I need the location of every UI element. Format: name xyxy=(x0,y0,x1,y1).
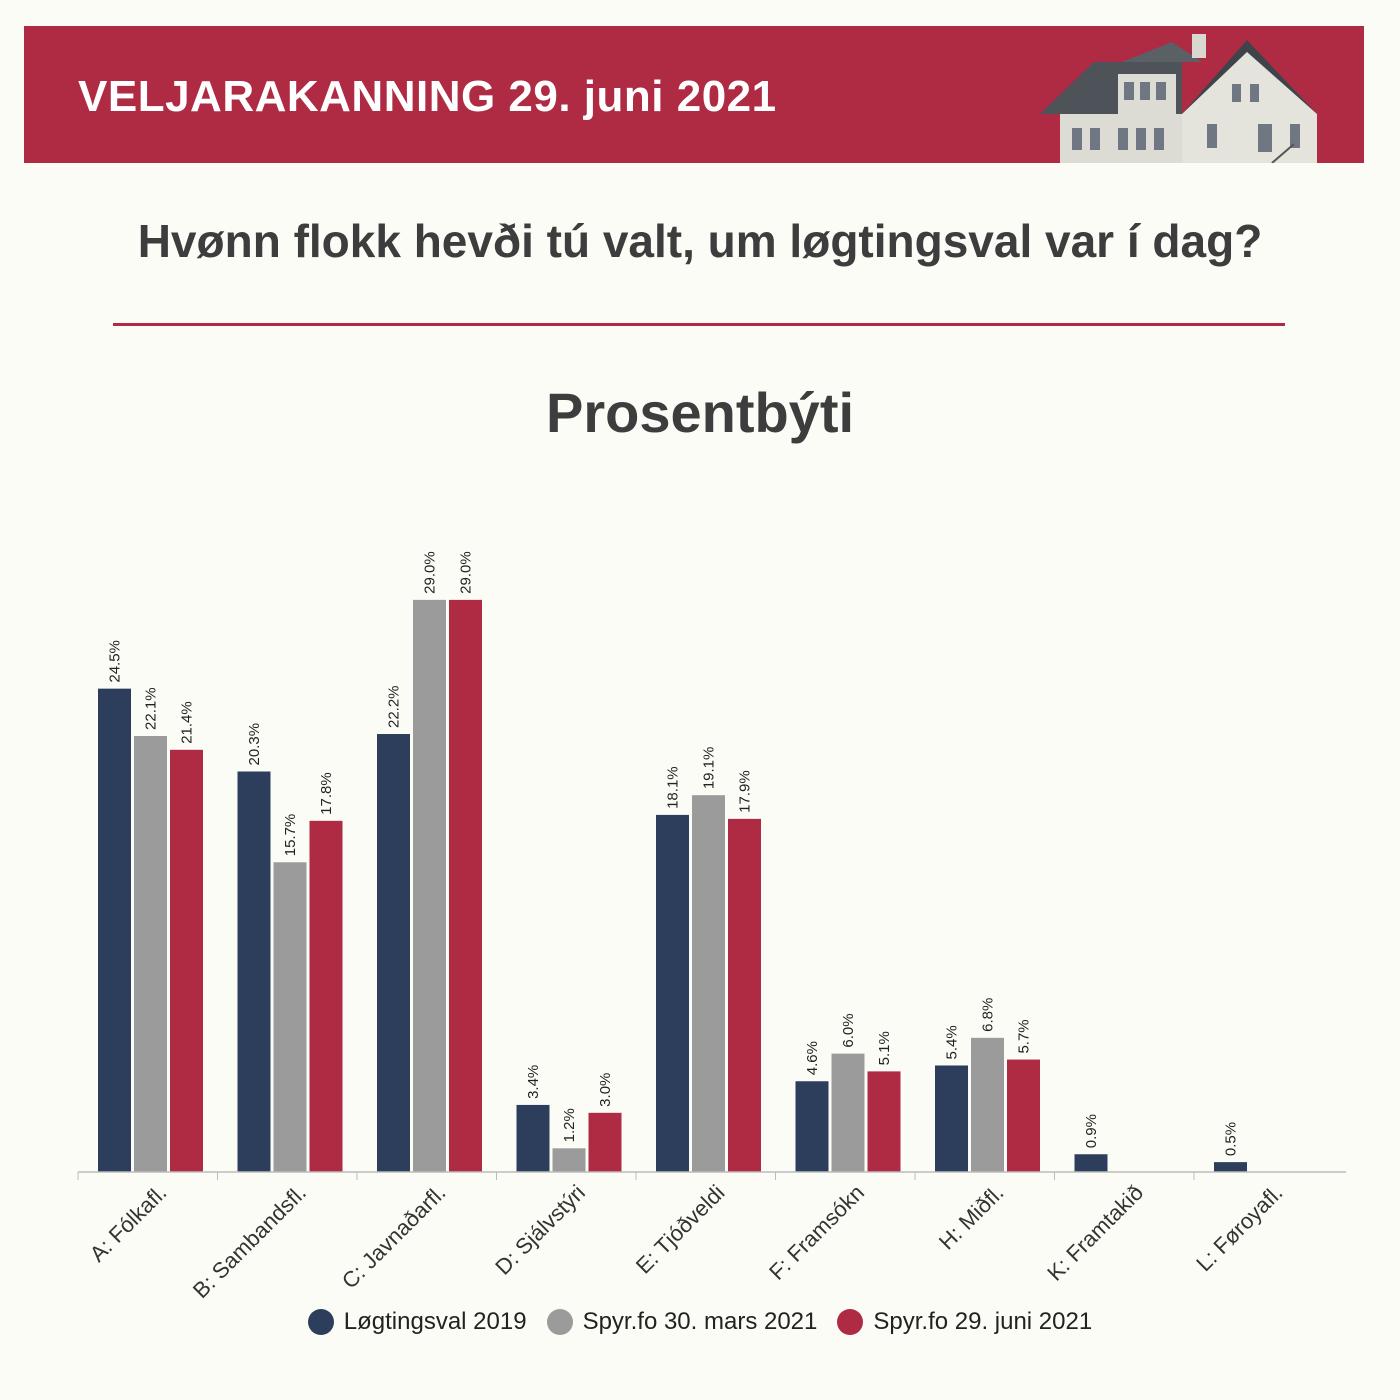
x-tick-label: A: Fólkafl. xyxy=(85,1180,172,1267)
legend-label: Spyr.fo 30. mars 2021 xyxy=(582,1308,818,1335)
data-label: 29.0% xyxy=(458,551,475,594)
x-tick-label: K: Framtakið xyxy=(1042,1180,1148,1286)
legend-item: Løgtingsval 2019 xyxy=(307,1308,527,1336)
x-tick-label: D: Sjálvstýri xyxy=(490,1180,590,1280)
bar xyxy=(552,1148,586,1172)
data-label: 0.9% xyxy=(1083,1114,1100,1148)
legend-label: Løgtingsval 2019 xyxy=(343,1308,527,1335)
data-label: 0.5% xyxy=(1223,1122,1240,1156)
bar xyxy=(1074,1154,1108,1172)
x-tick-label: C: Javnaðarfl. xyxy=(337,1180,451,1294)
legend-marker xyxy=(546,1309,573,1335)
bar xyxy=(413,599,446,1172)
chart-title: Prosentbýti xyxy=(545,381,855,444)
legend-item: Spyr.fo 29. juni 2021 xyxy=(837,1308,1092,1336)
bar xyxy=(134,735,167,1172)
bar xyxy=(516,1104,550,1172)
bar xyxy=(656,814,689,1172)
chart-legend: Løgtingsval 2019 Spyr.fo 30. mars 2021 S… xyxy=(0,1308,1400,1336)
data-label: 5.1% xyxy=(876,1031,893,1065)
bar xyxy=(170,749,203,1172)
data-label: 1.2% xyxy=(561,1108,578,1142)
data-label: 22.1% xyxy=(143,687,160,730)
data-label: 24.5% xyxy=(107,640,124,683)
bar xyxy=(273,862,307,1172)
header-banner: VELJARAKANNING 29. juni 2021 xyxy=(24,26,1364,163)
data-label: 17.8% xyxy=(318,772,335,815)
bar xyxy=(867,1071,901,1172)
question-heading: Hvønn flokk hevði tú valt, um løgtingsva… xyxy=(137,215,1263,267)
divider-line xyxy=(113,323,1285,326)
bar xyxy=(795,1081,829,1172)
data-label: 18.1% xyxy=(665,766,682,809)
data-label: 21.4% xyxy=(179,701,196,744)
house-photo-icon xyxy=(1040,34,1317,163)
x-tick-label: F: Framsókn xyxy=(764,1180,869,1285)
data-label: 15.7% xyxy=(282,814,299,857)
bar xyxy=(98,688,131,1172)
bar xyxy=(935,1065,968,1172)
data-label: 17.9% xyxy=(737,770,754,813)
bar-chart: 24.5% 22.1% 21.4% A: Fólkafl. 20.3% 15.7% 17.8… xyxy=(77,551,1346,1300)
legend-marker xyxy=(837,1309,864,1335)
bar xyxy=(692,795,725,1172)
x-tick-label: B: Sambandsfl. xyxy=(188,1180,311,1300)
bar xyxy=(377,734,410,1172)
data-label: 5.4% xyxy=(944,1025,961,1059)
banner-title: VELJARAKANNING 29. juni 2021 xyxy=(78,72,777,121)
data-label: 4.6% xyxy=(804,1041,821,1075)
legend-item: Spyr.fo 30. mars 2021 xyxy=(546,1308,818,1336)
legend-marker xyxy=(307,1309,334,1335)
x-tick-label: H: Miðfl. xyxy=(934,1180,1009,1255)
data-label: 6.8% xyxy=(980,998,997,1032)
legend-label: Spyr.fo 29. juni 2021 xyxy=(873,1308,1093,1335)
bar xyxy=(1007,1059,1040,1172)
bar xyxy=(1214,1162,1247,1172)
data-label: 19.1% xyxy=(701,747,718,790)
bar xyxy=(728,818,761,1172)
bar xyxy=(449,599,482,1172)
data-label: 3.4% xyxy=(525,1065,542,1099)
data-label: 20.3% xyxy=(246,723,263,766)
bar xyxy=(831,1053,865,1172)
data-label: 3.0% xyxy=(597,1073,614,1107)
bar xyxy=(971,1037,1004,1172)
data-label: 29.0% xyxy=(422,551,439,594)
bar xyxy=(588,1112,622,1172)
data-label: 5.7% xyxy=(1016,1019,1033,1053)
bar xyxy=(309,820,343,1172)
data-label: 6.0% xyxy=(840,1013,857,1047)
data-label: 22.2% xyxy=(386,685,403,728)
x-tick-label: L: Føroyafl. xyxy=(1191,1180,1287,1276)
bar xyxy=(237,771,271,1172)
x-tick-label: E: Tjóðveldi xyxy=(631,1180,730,1279)
